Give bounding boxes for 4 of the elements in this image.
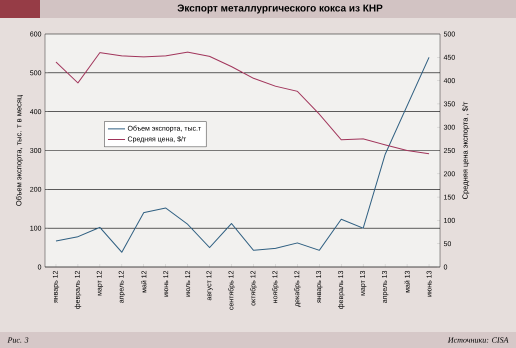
text: Рис. 3 — [7, 337, 28, 343]
line-series — [55, 52, 430, 154]
text: Источники: CISA — [448, 337, 508, 343]
chart-title: Экспорт металлургического кокса из КНР — [178, 4, 382, 14]
